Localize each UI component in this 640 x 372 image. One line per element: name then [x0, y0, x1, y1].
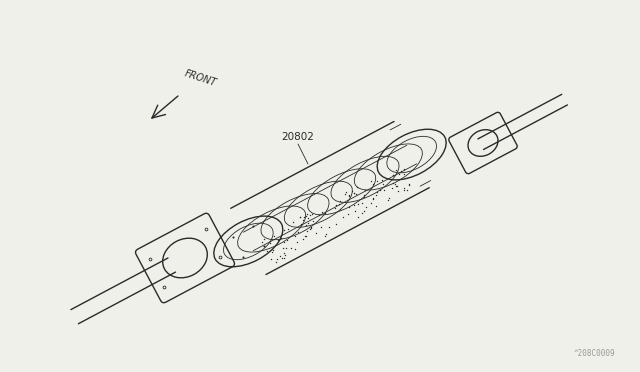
- Text: FRONT: FRONT: [183, 68, 218, 88]
- Text: 20802: 20802: [282, 132, 314, 142]
- Text: ^208C0009: ^208C0009: [573, 349, 615, 358]
